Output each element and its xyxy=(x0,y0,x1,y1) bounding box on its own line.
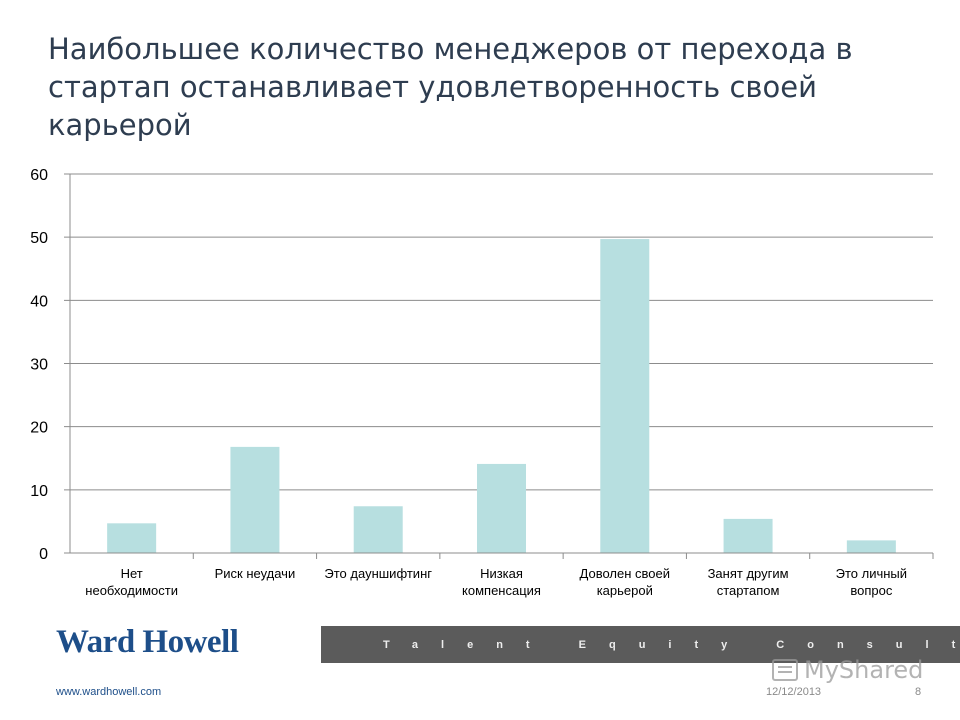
y-tick-label: 30 xyxy=(30,357,48,374)
x-category-label: стартапом xyxy=(717,583,780,598)
website-link[interactable]: www.wardhowell.com xyxy=(56,686,162,698)
bar-chart: 0 10 20 30 40 50 60 Нет необходимости Риск неуда… xyxy=(30,167,934,598)
tagline-bar: Talent Equity Consultants xyxy=(321,626,960,663)
myshared-watermark: MyShared xyxy=(772,656,923,684)
watermark-text: MyShared xyxy=(804,656,924,684)
bar xyxy=(477,463,526,553)
bar xyxy=(353,506,403,553)
x-category-label: Занят другим xyxy=(708,566,789,581)
page-number: 8 xyxy=(915,686,922,698)
x-category-label: компенсация xyxy=(462,583,541,598)
y-tick-label: 40 xyxy=(30,293,48,310)
y-axis-ticks: 0 10 20 30 40 50 60 xyxy=(30,167,48,563)
bar xyxy=(846,540,896,553)
x-category-label: Доволен своей xyxy=(580,566,670,581)
x-category-label: вопрос xyxy=(850,583,892,598)
bar xyxy=(107,523,157,553)
y-tick-label: 50 xyxy=(30,230,48,247)
bar xyxy=(723,518,773,553)
x-category-label: Это личный xyxy=(836,566,907,581)
y-tick-label: 20 xyxy=(30,420,48,437)
y-tick-label: 60 xyxy=(30,167,48,184)
bar xyxy=(600,239,650,554)
x-category-label: карьерой xyxy=(597,583,653,598)
x-category-label: необходимости xyxy=(85,583,178,598)
chart-axes xyxy=(64,174,934,559)
slide-date: 12/12/2013 xyxy=(766,686,822,698)
y-tick-label: 10 xyxy=(30,483,48,500)
slide-title: Наибольшее количество менеджеров от пере… xyxy=(48,32,853,142)
chart-gridlines xyxy=(64,173,933,491)
x-category-label: Низкая xyxy=(480,566,523,581)
chart-bars xyxy=(107,239,896,554)
y-tick-label: 0 xyxy=(39,546,48,563)
x-category-label: Риск неудачи xyxy=(215,566,296,581)
ward-howell-logo: Ward Howell xyxy=(56,624,239,660)
presentation-icon xyxy=(772,659,798,681)
bar xyxy=(230,446,280,553)
x-axis-labels: Нет необходимости Риск неудачи Это дауншифт… xyxy=(85,566,907,598)
x-category-label: Это дауншифтинг xyxy=(324,566,432,581)
x-category-label: Нет xyxy=(121,566,143,581)
